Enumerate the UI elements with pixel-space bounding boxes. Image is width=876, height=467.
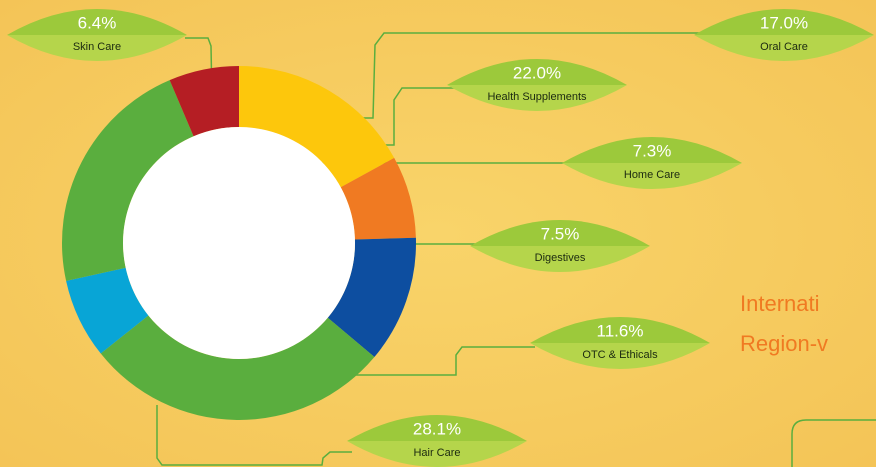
value-label: 28.1% bbox=[413, 419, 461, 438]
donut-segment bbox=[100, 315, 375, 420]
value-label: 7.3% bbox=[633, 141, 672, 160]
donut-segment bbox=[62, 80, 194, 281]
category-label: Skin Care bbox=[73, 41, 121, 53]
category-label: Digestives bbox=[535, 252, 586, 264]
category-label: OTC & Ethicals bbox=[582, 349, 658, 361]
category-label: Hair Care bbox=[413, 447, 460, 459]
leaf-label: 28.1% Hair Care bbox=[347, 415, 527, 467]
leaf-bottom bbox=[470, 246, 650, 272]
category-label: Oral Care bbox=[760, 41, 808, 53]
leaf-top bbox=[470, 220, 650, 246]
donut-segment bbox=[340, 157, 416, 240]
donut-segment bbox=[239, 66, 395, 188]
leaf-label: 17.0% Oral Care bbox=[694, 9, 874, 61]
leaf-label: 7.5% Digestives bbox=[470, 220, 650, 272]
leaf-label: 6.4% Skin Care bbox=[7, 9, 187, 61]
donut-segment bbox=[327, 237, 416, 357]
category-label: Health Supplements bbox=[487, 91, 587, 103]
leaf-label: 11.6% OTC & Ethicals bbox=[530, 317, 710, 369]
annotation: Region-v bbox=[740, 331, 828, 356]
leaf-bottom bbox=[7, 35, 187, 61]
labels: 17.0% Oral Care 7.5% Digestives 11.6% OTC & E… bbox=[7, 9, 874, 467]
annotation: Internati bbox=[740, 291, 820, 316]
leader-line bbox=[330, 346, 535, 376]
leaf-bottom bbox=[562, 163, 742, 189]
leaf-top bbox=[530, 317, 710, 343]
leader-line bbox=[156, 405, 352, 466]
value-label: 17.0% bbox=[760, 13, 808, 32]
leaf-label: 22.0% Health Supplements bbox=[447, 59, 627, 111]
donut-segment bbox=[66, 267, 149, 354]
leaf-top bbox=[562, 137, 742, 163]
leaf-top bbox=[447, 59, 627, 85]
leaf-bottom bbox=[347, 441, 527, 467]
donut bbox=[62, 66, 416, 420]
donut-segment bbox=[169, 66, 239, 137]
leaf-top bbox=[347, 415, 527, 441]
leaf-bottom bbox=[530, 343, 710, 369]
value-label: 7.5% bbox=[541, 224, 580, 243]
leaf-top bbox=[694, 9, 874, 35]
frame-line bbox=[791, 419, 876, 467]
leaf-label: 7.3% Home Care bbox=[562, 137, 742, 189]
donut-hole bbox=[123, 127, 355, 359]
leaf-top bbox=[7, 9, 187, 35]
category-label: Home Care bbox=[624, 169, 680, 181]
value-label: 11.6% bbox=[597, 321, 644, 340]
leaf-bottom bbox=[447, 85, 627, 111]
value-label: 22.0% bbox=[513, 63, 561, 82]
value-label: 6.4% bbox=[78, 13, 117, 32]
leaf-bottom bbox=[694, 35, 874, 61]
